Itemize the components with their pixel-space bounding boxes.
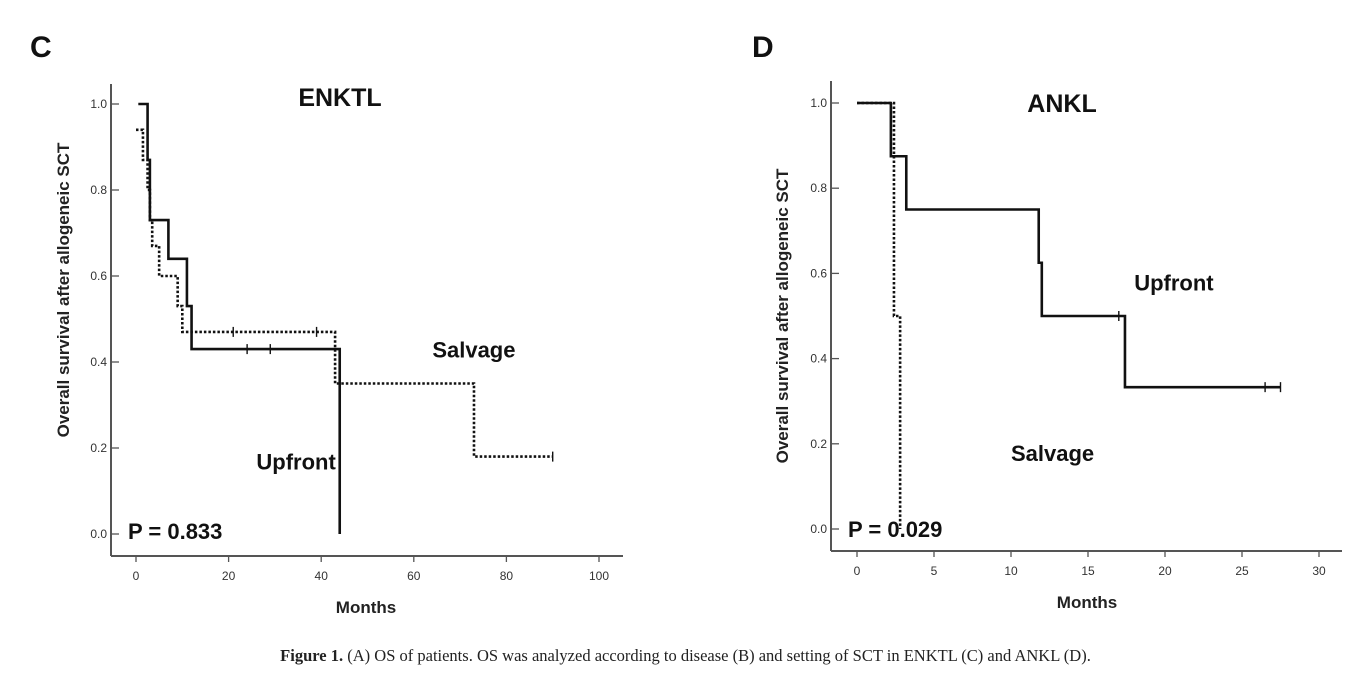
y-tick-label: 0.0: [90, 527, 107, 541]
x-tick-label: 40: [315, 569, 329, 583]
chart-panel-c: C ENKTL Overall survival after allogenei…: [30, 31, 623, 617]
annotation-upfront: Upfront: [1134, 270, 1214, 295]
y-tick-labels: 0.0 0.2 0.4 0.6 0.8 1.0: [90, 97, 107, 541]
p-value-label: P = 0.833: [128, 519, 222, 544]
caption-label: Figure 1.: [280, 646, 344, 665]
panel-letter-d: D: [752, 31, 774, 64]
figure-caption: Figure 1. (A) OS of patients. OS was ana…: [0, 646, 1371, 666]
curve-annotations: Upfront Salvage: [1011, 270, 1214, 465]
x-axis-label: Months: [336, 598, 396, 617]
x-tick-label: 60: [407, 569, 421, 583]
y-tick-label: 0.2: [90, 441, 107, 455]
x-tick-label: 80: [500, 569, 514, 583]
y-tick-label: 0.6: [90, 269, 107, 283]
x-tick-label: 30: [1312, 564, 1326, 578]
annotation-upfront: Upfront: [256, 450, 336, 475]
x-tick-label: 15: [1081, 564, 1095, 578]
curve-annotations: Salvage Upfront: [256, 338, 515, 475]
x-tick-labels: 0 20 40 60 80 100: [133, 569, 610, 583]
survival-curve-upfront: [857, 101, 1281, 389]
x-tick-label: 5: [931, 564, 938, 578]
p-value-label: P = 0.029: [848, 517, 942, 542]
y-tick-label: 0.8: [90, 183, 107, 197]
x-tick-labels: 0 5 10 15 20 25 30: [854, 564, 1326, 578]
annotation-salvage: Salvage: [1011, 441, 1094, 466]
chart-title-enktl: ENKTL: [298, 84, 381, 112]
axes: [830, 81, 1342, 557]
caption-text: (A) OS of patients. OS was analyzed acco…: [347, 646, 1091, 665]
y-tick-label: 0.4: [90, 355, 107, 369]
y-tick-label: 0.2: [810, 437, 827, 451]
survival-curves: [136, 102, 554, 534]
y-tick-label: 1.0: [810, 96, 827, 110]
x-tick-label: 20: [222, 569, 236, 583]
chart-title-ankl: ANKL: [1027, 90, 1096, 118]
x-tick-label: 25: [1235, 564, 1249, 578]
y-tick-label: 0.4: [810, 352, 827, 366]
x-tick-label: 20: [1158, 564, 1172, 578]
x-tick-label: 100: [589, 569, 609, 583]
x-axis-label: Months: [1057, 593, 1117, 612]
y-tick-labels: 0.0 0.2 0.4 0.6 0.8 1.0: [810, 96, 827, 536]
x-tick-label: 0: [133, 569, 140, 583]
y-tick-label: 0.0: [810, 522, 827, 536]
x-tick-label: 0: [854, 564, 861, 578]
figure-canvas: C ENKTL Overall survival after allogenei…: [30, 31, 1342, 617]
chart-panel-d: D ANKL Overall survival after allogeneic…: [752, 31, 1342, 612]
y-tick-label: 1.0: [90, 97, 107, 111]
y-tick-label: 0.8: [810, 181, 827, 195]
survival-curve-salvage: [136, 128, 553, 458]
annotation-salvage: Salvage: [432, 338, 515, 363]
survival-curve-upfront: [138, 102, 342, 534]
survival-curve-salvage: [857, 101, 902, 529]
y-axis-label: Overall survival after allogeneic SCT: [773, 168, 792, 463]
panel-letter-c: C: [30, 31, 52, 64]
survival-curves: [857, 101, 1282, 529]
x-tick-label: 10: [1004, 564, 1018, 578]
y-axis-label: Overall survival after allogeneic SCT: [54, 142, 73, 437]
axes: [110, 84, 623, 562]
y-tick-label: 0.6: [810, 266, 827, 280]
